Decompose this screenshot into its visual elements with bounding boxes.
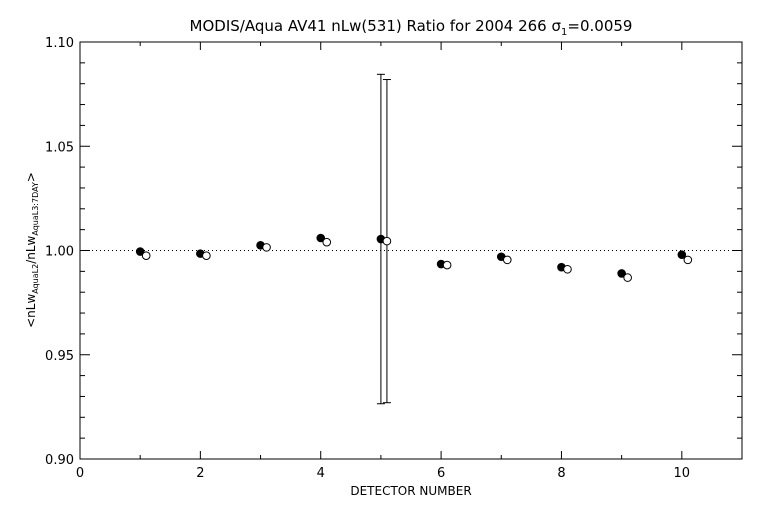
x-tick-label: 10 (674, 466, 691, 481)
y-tick-label: 0.95 (45, 349, 74, 364)
plot-frame (79, 41, 743, 460)
data-point-filled (677, 250, 687, 259)
axis-ticks: 0 2 4 6 8 10 0.90 0.95 1.00 1.05 1.10 (45, 36, 743, 481)
x-tick-label: 6 (437, 466, 445, 481)
data-point-open (563, 264, 572, 274)
x-tick-label: 4 (317, 466, 325, 481)
x-tick-label: 2 (196, 466, 204, 481)
data-point-filled (135, 247, 145, 256)
data-point-open (442, 260, 452, 270)
x-tick-label: 0 (76, 466, 84, 481)
data-point-open (262, 243, 271, 252)
data-point-filled (617, 269, 626, 278)
data-point-open (202, 251, 211, 261)
y-tick-label: 1.00 (45, 245, 74, 260)
data-point-open (382, 236, 392, 246)
x-axis-label: DETECTOR NUMBER (350, 484, 471, 498)
data-point-filled (316, 233, 326, 243)
data-point-open (502, 255, 512, 265)
chart-title: MODIS/Aqua AV41 nLw(531) Ratio for 2004 … (190, 17, 633, 38)
y-tick-label: 1.10 (45, 36, 74, 51)
y-axis-label: <nLwAquaL2/nLwAquaL3:7DAY> (24, 172, 40, 328)
data-point-open (141, 251, 151, 261)
y-tick-label: 1.05 (45, 140, 74, 155)
data-points (135, 233, 693, 282)
data-point-open (623, 273, 632, 282)
x-tick-label: 8 (557, 466, 565, 481)
data-point-open (322, 237, 332, 247)
y-tick-label: 0.90 (45, 453, 74, 468)
data-point-open (683, 255, 693, 265)
